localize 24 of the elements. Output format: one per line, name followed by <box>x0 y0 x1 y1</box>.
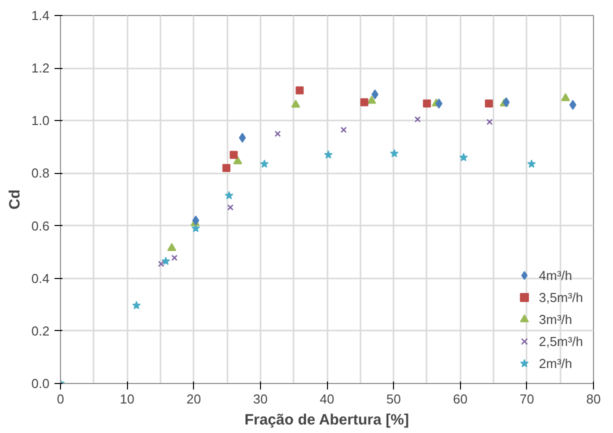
x-tick-label: 0 <box>56 392 64 406</box>
x-tick-label: 60 <box>453 392 468 406</box>
legend-label: 3,5m³/h <box>538 290 583 304</box>
y-tick-label: 0.0 <box>31 376 50 391</box>
y-tick-label: 1.4 <box>31 8 50 23</box>
y-tick-label: 1.0 <box>31 113 50 128</box>
y-tick-label: 0.2 <box>31 323 50 338</box>
legend-label: 3m³/h <box>538 312 572 326</box>
x-tick-label: 20 <box>186 392 201 406</box>
legend-label: 2m³/h <box>538 356 572 370</box>
legend-label: 4m³/h <box>538 268 572 282</box>
y-tick-label: 0.4 <box>31 270 50 286</box>
y-tick-label: 1.2 <box>31 60 50 76</box>
x-tick-label: 50 <box>386 392 401 406</box>
x-tick-label: 70 <box>520 392 534 406</box>
x-tick-label: 30 <box>253 392 268 406</box>
y-tick-label: 0.8 <box>31 166 50 181</box>
legend-label: 2,5m³/h <box>538 334 583 348</box>
x-axis-title: Fração de Abertura [%] <box>244 412 409 428</box>
y-axis-title: Cd <box>6 190 24 210</box>
y-tick-label: 0.6 <box>31 218 50 234</box>
x-tick-label: 80 <box>586 392 601 406</box>
x-tick-label: 10 <box>120 392 134 406</box>
x-tick-label: 40 <box>320 392 334 406</box>
